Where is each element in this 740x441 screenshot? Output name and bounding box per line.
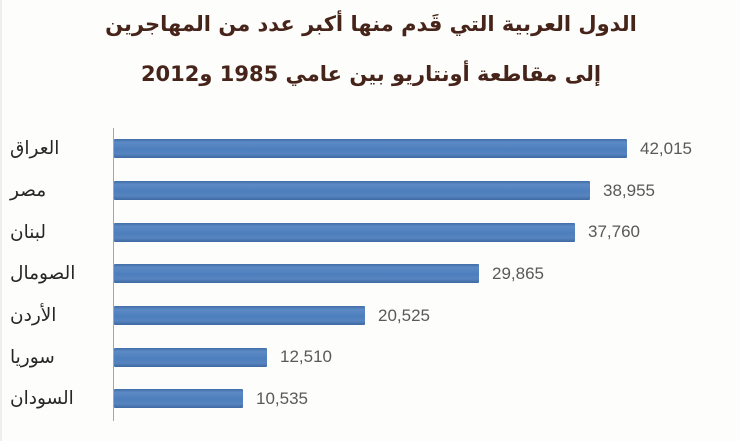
bar-track: 37,760	[114, 211, 740, 253]
value-label: 37,760	[588, 222, 640, 242]
chart-row: العراق 42,015	[2, 128, 740, 170]
chart-row: السودان 10,535	[2, 378, 740, 420]
bar-track: 42,015	[114, 128, 740, 170]
bar-track: 12,510	[114, 336, 740, 378]
bar	[114, 139, 627, 159]
chart-title-line-2: إلى مقاطعة أونتاريو بين عامي 1985 و2012	[140, 62, 602, 86]
bar	[114, 181, 590, 201]
value-label: 20,525	[378, 305, 430, 325]
bar-track: 20,525	[114, 295, 740, 337]
chart-row: سوريا 12,510	[2, 336, 740, 378]
plot-area: العراق 42,015 مصر 38,955 لبنان 37,760 الصومال 2…	[2, 128, 740, 420]
value-label: 42,015	[640, 138, 692, 158]
bar	[114, 306, 365, 326]
value-label: 12,510	[280, 347, 332, 367]
category-label: الأردن	[10, 305, 57, 327]
bar	[114, 222, 575, 242]
chart-row: الأردن 20,525	[2, 295, 740, 337]
category-label: مصر	[10, 180, 47, 202]
bar	[114, 264, 479, 284]
value-label: 29,865	[492, 263, 544, 283]
chart-row: الصومال 29,865	[2, 253, 740, 295]
chart-row: لبنان 37,760	[2, 211, 740, 253]
value-label: 38,955	[603, 180, 655, 200]
category-label: الصومال	[10, 263, 76, 285]
bar-track: 38,955	[114, 170, 740, 212]
category-label: سوريا	[10, 346, 55, 368]
chart-row: مصر 38,955	[2, 170, 740, 212]
chart-title-line-1: الدول العربية التي قَدم منها أكبر عدد من…	[105, 12, 637, 36]
category-label: لبنان	[10, 221, 47, 243]
value-label: 10,535	[256, 388, 308, 408]
bar	[114, 347, 267, 367]
bar-track: 29,865	[114, 253, 740, 295]
bar-track: 10,535	[114, 378, 740, 420]
bar	[114, 389, 243, 409]
category-label: العراق	[10, 138, 60, 160]
y-axis-line	[113, 128, 114, 421]
category-label: السودان	[10, 388, 74, 410]
